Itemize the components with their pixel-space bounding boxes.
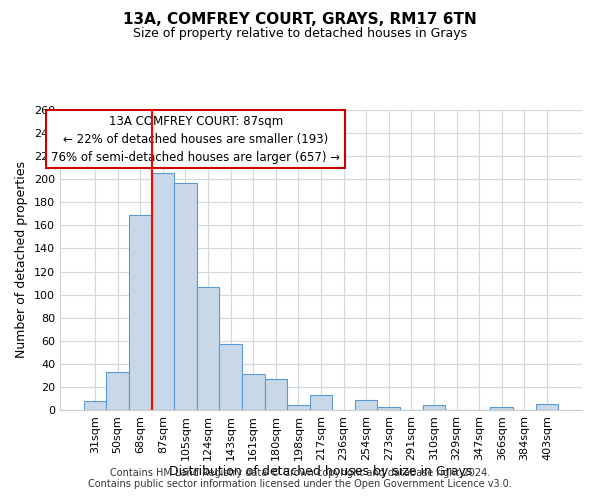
Bar — [84, 401, 106, 410]
Bar — [377, 406, 400, 410]
Bar — [287, 406, 310, 410]
X-axis label: Distribution of detached houses by size in Grays: Distribution of detached houses by size … — [169, 466, 473, 478]
Bar — [197, 286, 220, 410]
Bar — [106, 372, 129, 410]
Bar — [152, 174, 174, 410]
Bar — [422, 406, 445, 410]
Bar — [536, 404, 558, 410]
Y-axis label: Number of detached properties: Number of detached properties — [16, 162, 28, 358]
Bar — [242, 374, 265, 410]
Bar — [174, 182, 197, 410]
Text: 13A, COMFREY COURT, GRAYS, RM17 6TN: 13A, COMFREY COURT, GRAYS, RM17 6TN — [123, 12, 477, 28]
Bar — [265, 379, 287, 410]
Bar — [310, 395, 332, 410]
Bar — [220, 344, 242, 410]
Bar — [355, 400, 377, 410]
Text: 13A COMFREY COURT: 87sqm
← 22% of detached houses are smaller (193)
76% of semi-: 13A COMFREY COURT: 87sqm ← 22% of detach… — [51, 114, 340, 164]
Bar — [129, 215, 152, 410]
Text: Contains public sector information licensed under the Open Government Licence v3: Contains public sector information licen… — [88, 479, 512, 489]
Text: Contains HM Land Registry data © Crown copyright and database right 2024.: Contains HM Land Registry data © Crown c… — [110, 468, 490, 477]
Bar — [490, 406, 513, 410]
Text: Size of property relative to detached houses in Grays: Size of property relative to detached ho… — [133, 28, 467, 40]
